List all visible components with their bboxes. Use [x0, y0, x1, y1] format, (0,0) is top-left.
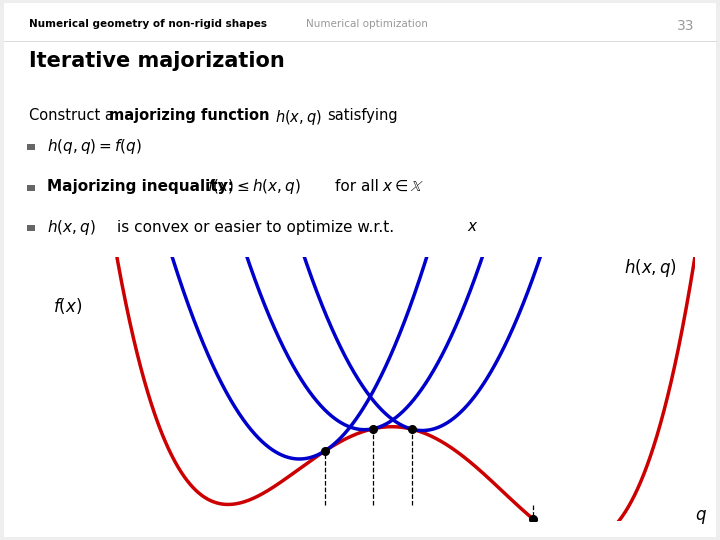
Text: $h(x,q)$: $h(x,q)$ [624, 257, 677, 279]
Text: for all: for all [335, 179, 379, 194]
Text: majorizing function: majorizing function [109, 108, 270, 123]
Text: Numerical geometry of non-rigid shapes: Numerical geometry of non-rigid shapes [29, 19, 267, 29]
Bar [27, 144, 35, 150]
Text: Majorizing inequality:: Majorizing inequality: [47, 179, 234, 194]
Text: $f(x)$: $f(x)$ [53, 295, 83, 315]
Text: $h(q,q) = f(q)$: $h(q,q) = f(q)$ [47, 137, 142, 156]
Text: Construct a: Construct a [29, 108, 118, 123]
Text: $h(x,q)$: $h(x,q)$ [47, 218, 96, 237]
Text: is convex or easier to optimize w.r.t.: is convex or easier to optimize w.r.t. [117, 220, 394, 235]
Text: satisfying: satisfying [328, 108, 398, 123]
Text: $h(x,q)$: $h(x,q)$ [275, 108, 322, 127]
Text: $q$: $q$ [695, 508, 707, 526]
Text: $f(x) \leq h(x,q)$: $f(x) \leq h(x,q)$ [207, 177, 300, 197]
Text: 33: 33 [678, 19, 695, 33]
Text: Iterative majorization: Iterative majorization [29, 51, 284, 71]
Text: Numerical optimization: Numerical optimization [306, 19, 428, 29]
Text: $x$: $x$ [467, 220, 478, 234]
Text: $x \in \mathbb{X}$: $x \in \mathbb{X}$ [382, 180, 424, 194]
Bar [27, 185, 35, 191]
Bar [27, 225, 35, 231]
